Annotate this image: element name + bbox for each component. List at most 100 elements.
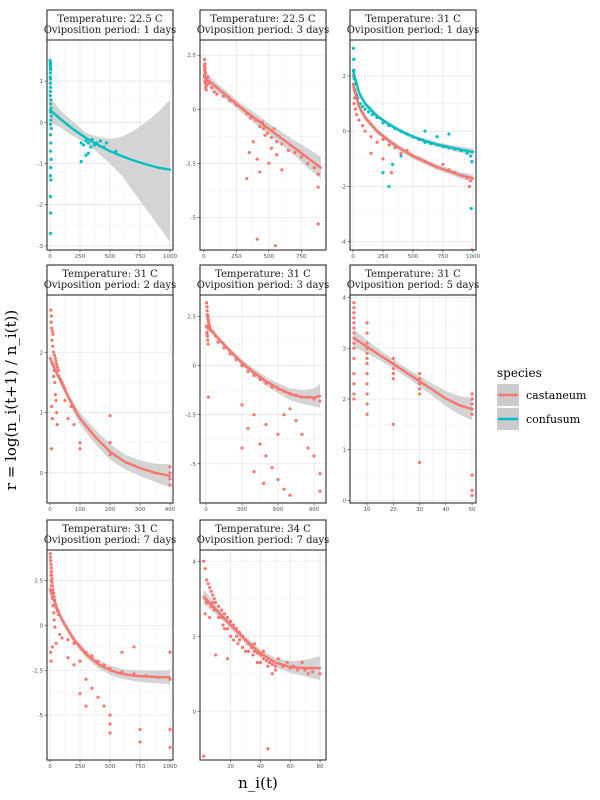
data-point-castaneum (399, 151, 403, 155)
data-point-confusum (49, 68, 53, 72)
data-point-castaneum (78, 659, 82, 663)
smooth-fit-line-castaneum (48, 357, 172, 478)
smooth-fit-line-castaneum (48, 588, 172, 679)
data-point-castaneum (206, 582, 210, 586)
data-point-castaneum (269, 146, 274, 150)
data-point-confusum (84, 139, 88, 143)
data-point-castaneum (276, 477, 280, 482)
data-point-castaneum (417, 387, 422, 391)
data-point-confusum (470, 159, 474, 164)
data-point-castaneum (261, 649, 265, 653)
facet-strip-label: Oviposition period: 3 days (197, 25, 330, 36)
data-point-castaneum (276, 432, 280, 436)
x-tick-label: 750 (135, 764, 146, 770)
y-tick-label: -2 (38, 203, 43, 209)
x-tick-label: 0 (204, 507, 208, 513)
facet-strip-label: Oviposition period: 2 days (44, 280, 177, 291)
data-point-castaneum (228, 619, 233, 623)
x-tick-label: 500 (264, 254, 275, 260)
y-tick-label: 1 (40, 79, 44, 85)
y-tick-label: -3 (38, 244, 44, 250)
data-point-confusum (435, 135, 439, 139)
data-point-castaneum (318, 471, 322, 476)
data-point-castaneum (55, 365, 60, 369)
facet-strip (199, 264, 327, 296)
data-point-castaneum (246, 369, 250, 374)
data-point-castaneum (56, 368, 61, 372)
data-point-castaneum (50, 338, 54, 342)
data-point-confusum (86, 141, 90, 145)
data-point-castaneum (49, 584, 54, 588)
data-point-castaneum (50, 416, 55, 421)
data-point-castaneum (352, 346, 356, 350)
data-point-castaneum (246, 426, 250, 431)
x-tick-label: 200 (105, 507, 116, 513)
data-point-castaneum (214, 653, 218, 657)
data-point-castaneum (353, 107, 357, 111)
data-point-castaneum (369, 135, 373, 139)
panel-data-layer (48, 551, 172, 750)
data-point-castaneum (52, 618, 56, 622)
data-point-confusum (86, 151, 90, 155)
data-point-castaneum (220, 608, 224, 612)
data-point-castaneum (49, 578, 53, 583)
data-point-castaneum (365, 341, 369, 345)
data-point-confusum (48, 194, 53, 199)
data-point-castaneum (365, 321, 369, 325)
y-tick-label: -5 (38, 713, 44, 719)
data-point-castaneum (48, 551, 52, 556)
facet-strip-label: Temperature: 31 C (365, 269, 461, 280)
data-point-castaneum (240, 403, 244, 407)
facet-strip (199, 519, 327, 551)
data-point-confusum (114, 149, 118, 153)
data-point-castaneum (252, 642, 257, 646)
data-point-castaneum (90, 654, 94, 658)
panel-border (199, 39, 327, 251)
data-point-castaneum (258, 660, 262, 665)
data-point-castaneum (470, 397, 474, 401)
data-point-castaneum (52, 353, 57, 357)
data-point-castaneum (72, 423, 76, 427)
data-point-castaneum (417, 392, 422, 396)
data-point-castaneum (54, 359, 58, 363)
data-point-castaneum (168, 471, 172, 475)
x-tick-label: 750 (438, 254, 449, 260)
data-point-confusum (387, 184, 391, 189)
y-tick-label: -1 (38, 162, 43, 168)
data-point-castaneum (240, 446, 244, 450)
data-point-castaneum (293, 150, 297, 155)
x-tick-label: 1000 (163, 764, 177, 770)
data-point-confusum (351, 46, 355, 50)
x-tick-label: 20 (390, 507, 397, 513)
data-point-confusum (49, 178, 53, 182)
data-point-castaneum (417, 372, 422, 376)
y-tick-label: 2.5 (187, 315, 196, 321)
data-point-castaneum (53, 356, 58, 360)
data-point-castaneum (54, 398, 58, 403)
smooth-fit-line-castaneum (351, 83, 475, 180)
panel-data-layer (352, 301, 474, 497)
data-point-castaneum (306, 161, 310, 166)
data-point-confusum (469, 154, 473, 158)
facet-strip (349, 9, 477, 41)
data-point-castaneum (275, 153, 279, 157)
data-point-castaneum (51, 344, 55, 348)
y-tick-label: 0 (193, 364, 197, 370)
data-point-castaneum (264, 454, 268, 458)
data-point-castaneum (280, 142, 284, 146)
y-tick-label: 0 (193, 107, 197, 113)
data-point-castaneum (310, 670, 315, 674)
x-axis-title: n_i(t) (238, 774, 278, 792)
data-point-castaneum (276, 657, 280, 661)
data-point-castaneum (266, 747, 270, 751)
data-point-castaneum (90, 686, 94, 690)
data-point-castaneum (52, 374, 56, 378)
data-point-castaneum (467, 184, 471, 189)
data-point-castaneum (237, 638, 242, 642)
data-point-castaneum (280, 168, 284, 172)
data-point-castaneum (263, 133, 267, 137)
